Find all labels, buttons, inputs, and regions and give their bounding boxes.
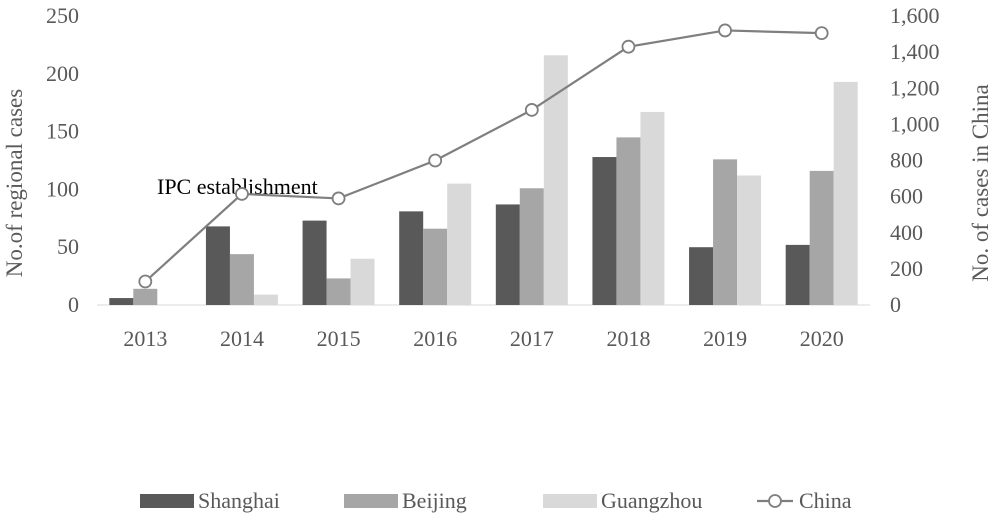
y2-axis-title: No. of cases in China (968, 84, 993, 281)
bar-beijing-2016 (423, 228, 448, 305)
y-tick-label: 50 (57, 234, 79, 259)
bar-guangzhou-2015 (350, 258, 375, 305)
legend-swatch-beijing (344, 494, 398, 508)
x-tick-label: 2016 (413, 326, 457, 351)
y2-tick-label: 1,400 (890, 39, 940, 64)
x-tick-label: 2017 (510, 326, 554, 351)
y2-tick-label: 600 (890, 184, 923, 209)
bar-beijing-2014 (229, 254, 254, 305)
point-china-2013 (138, 274, 153, 289)
y-tick-label: 150 (46, 119, 79, 144)
point-china-2017 (524, 103, 539, 117)
bar-shanghai-2014 (205, 226, 230, 305)
bar-guangzhou-2018 (640, 111, 665, 305)
bar-shanghai-2016 (399, 211, 424, 305)
bar-guangzhou-2019 (737, 175, 762, 305)
bar-guangzhou-2016 (447, 183, 472, 305)
point-china-2020 (814, 26, 829, 41)
point-china-2015 (331, 191, 346, 206)
y2-tick-label: 400 (890, 220, 923, 245)
legend-label-beijing: Beijing (402, 488, 467, 513)
bar-beijing-2015 (326, 278, 351, 305)
y-axis-title: No.of regional cases (2, 89, 27, 277)
bar-guangzhou-2014 (253, 294, 278, 305)
y2-tick-label: 200 (890, 256, 923, 281)
bar-shanghai-2020 (785, 244, 810, 305)
y2-tick-label: 1,000 (890, 111, 940, 136)
bar-guangzhou-2020 (833, 81, 858, 305)
point-china-2019 (718, 23, 732, 38)
x-tick-label: 2013 (123, 326, 167, 351)
point-china-2014 (235, 187, 249, 201)
y2-tick-label: 1,600 (890, 3, 940, 28)
point-china-2018 (621, 39, 636, 54)
bar-beijing-2019 (713, 159, 738, 305)
y-tick-label: 0 (68, 292, 79, 317)
y-tick-label: 100 (46, 176, 79, 201)
legend-label-china: China (799, 488, 852, 513)
legend-swatch-guangzhou (543, 494, 597, 508)
y2-tick-label: 800 (890, 148, 923, 173)
legend-marker-china (768, 494, 782, 508)
x-tick-label: 2019 (703, 326, 747, 351)
legend-label-shanghai: Shanghai (198, 488, 280, 513)
legend: Shanghai Beijing Guangzhou China (140, 488, 852, 513)
bar-beijing-2018 (616, 137, 641, 305)
x-tick-label: 2020 (800, 326, 844, 351)
x-tick-label: 2018 (606, 326, 650, 351)
plot-area: 0 50 100 150 200 250 0 200 400 600 800 1,000 1,200 1,… (46, 3, 940, 351)
y2-tick-label: 0 (890, 292, 901, 317)
legend-swatch-shanghai (140, 494, 194, 508)
y-tick-label: 200 (46, 61, 79, 86)
bar-shanghai-2018 (592, 157, 617, 305)
x-tick-label: 2015 (317, 326, 361, 351)
bar-shanghai-2013 (109, 298, 134, 305)
bar-beijing-2017 (519, 188, 544, 305)
bar-shanghai-2015 (302, 220, 327, 305)
line-china (144, 29, 822, 283)
bar-guangzhou-2017 (543, 55, 568, 305)
y2-tick-label: 1,200 (890, 75, 940, 100)
bar-shanghai-2017 (495, 204, 520, 305)
x-tick-label: 2014 (220, 326, 264, 351)
bar-beijing-2013 (133, 288, 158, 305)
y-tick-label: 250 (46, 3, 79, 28)
bar-shanghai-2019 (689, 247, 714, 305)
legend-label-guangzhou: Guangzhou (601, 488, 702, 513)
bar-beijing-2020 (809, 170, 834, 305)
point-china-2016 (428, 153, 443, 168)
